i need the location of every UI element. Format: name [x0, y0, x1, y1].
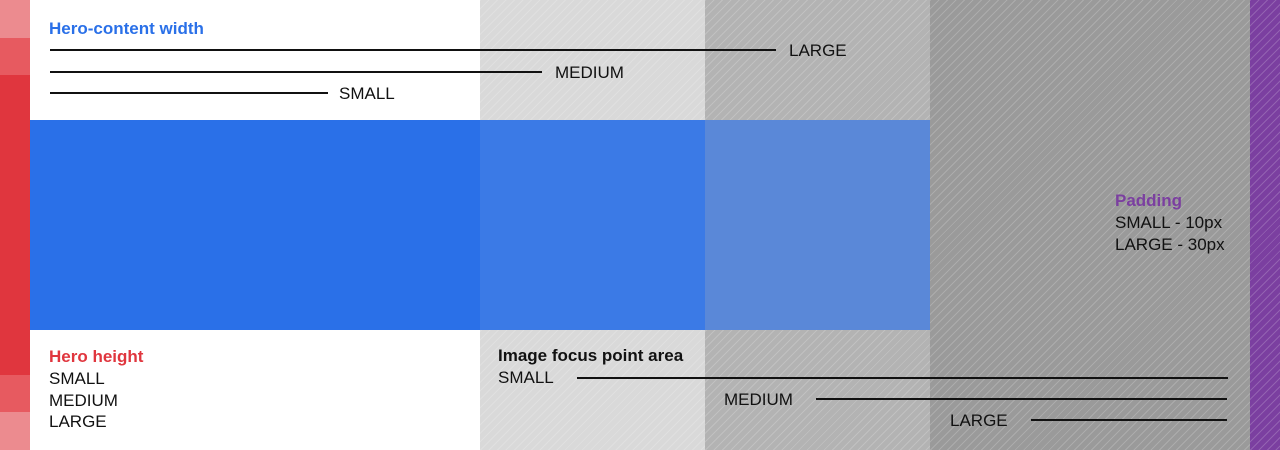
padding-strip	[1250, 0, 1280, 450]
padding-title: Padding	[1115, 191, 1183, 210]
focus-label-large: LARGE	[950, 411, 1008, 430]
hero-height-small: SMALL	[49, 369, 105, 388]
hero-band-medium	[480, 120, 705, 330]
image-focus-title: Image focus point area	[498, 346, 684, 365]
hero-band-small	[30, 120, 480, 330]
focus-label-small: SMALL	[498, 368, 554, 387]
padding-large: LARGE - 30px	[1115, 235, 1225, 254]
hero-height-title: Hero height	[49, 347, 144, 366]
focus-line-small	[577, 377, 1228, 379]
width-line-medium	[50, 71, 542, 73]
width-label-small: SMALL	[339, 84, 395, 103]
height-band-medium-bottom	[0, 375, 30, 412]
padding-small: SMALL - 10px	[1115, 213, 1223, 232]
focus-line-large	[1031, 419, 1227, 421]
hero-height-medium: MEDIUM	[49, 391, 118, 410]
hero-content-width-title: Hero-content width	[49, 19, 204, 38]
outer-zone	[930, 0, 1250, 450]
focus-line-medium	[816, 398, 1227, 400]
height-band-small	[0, 75, 30, 375]
height-band-large-top	[0, 0, 30, 38]
focus-label-medium: MEDIUM	[724, 390, 793, 409]
height-band-large-bottom	[0, 412, 30, 450]
width-label-large: LARGE	[789, 41, 847, 60]
height-band-medium-top	[0, 38, 30, 75]
hero-height-indicator	[0, 0, 30, 450]
hero-band-large	[705, 120, 930, 330]
hero-height-large: LARGE	[49, 412, 107, 431]
width-label-medium: MEDIUM	[555, 63, 624, 82]
width-line-large	[50, 49, 776, 51]
width-line-small	[50, 92, 328, 94]
hero-content-band	[30, 120, 930, 330]
